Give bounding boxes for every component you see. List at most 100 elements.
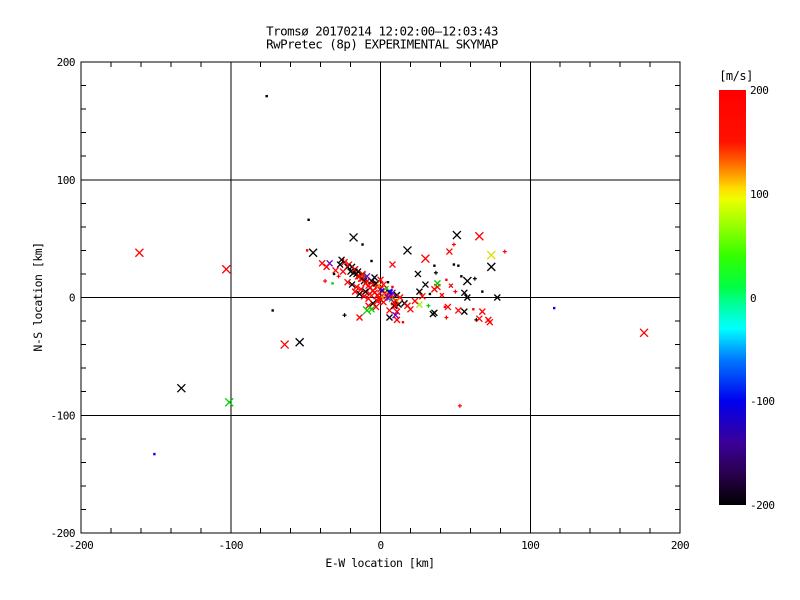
data-point-x: [368, 305, 375, 313]
colorbar-unit-label: [m/s]: [719, 69, 753, 83]
x-tick-label: 0: [377, 539, 383, 552]
colorbar-tick-label: 100: [750, 187, 769, 201]
data-point-dot: [153, 452, 156, 456]
x-tick-label: -100: [219, 539, 244, 552]
data-point-x: [176, 383, 186, 393]
data-point-x: [357, 285, 365, 293]
data-point-dot: [391, 285, 394, 289]
y-tick-label: 100: [57, 174, 75, 187]
data-point-dot: [332, 272, 336, 276]
data-point-x: [280, 340, 290, 350]
data-point-x: [376, 283, 382, 289]
colorbar-tick-label: -100: [750, 395, 775, 409]
data-point-x: [359, 270, 366, 278]
data-point-x: [429, 310, 437, 318]
chart-title: Tromsø 20170214 12:02:00–12:03:43: [266, 23, 498, 39]
data-point-x: [421, 281, 429, 289]
data-point-x: [463, 294, 471, 301]
data-point-x: [406, 305, 414, 313]
chart-subtitle: RwPretec (8p) EXPERIMENTAL SKYMAP: [266, 36, 498, 52]
data-point-x: [365, 302, 372, 310]
data-point-dot: [271, 309, 274, 312]
data-point-x: [353, 283, 360, 291]
data-point-x: [478, 308, 486, 316]
data-point-x: [389, 261, 396, 268]
data-point-x: [415, 301, 423, 309]
y-tick-label: -100: [51, 409, 76, 422]
data-point-x: [493, 294, 501, 301]
data-point-x: [460, 308, 468, 316]
y-axis-label: N-S location [km]: [31, 242, 45, 352]
colorbar: [719, 90, 746, 505]
data-point-x: [475, 315, 483, 323]
data-point-x: [347, 268, 355, 276]
data-point-dot: [265, 94, 268, 98]
data-point-x: [379, 287, 385, 293]
data-point-x: [445, 248, 453, 256]
data-point-dot: [443, 305, 447, 309]
data-point-x: [336, 261, 344, 268]
colorbar-tick-label: -200: [750, 499, 775, 512]
data-point-x: [323, 263, 331, 271]
data-point-dot: [445, 278, 448, 282]
data-point-x: [134, 248, 144, 258]
y-tick-label: -200: [51, 527, 76, 540]
data-point-x: [418, 292, 426, 300]
data-point-x: [462, 276, 472, 286]
data-point-dot: [481, 290, 484, 293]
data-point-x: [433, 279, 441, 287]
data-point-x: [384, 285, 389, 291]
data-point-x: [365, 295, 372, 303]
data-point-x: [414, 270, 422, 278]
data-point-x: [403, 302, 411, 310]
data-point-x: [393, 316, 401, 324]
data-point-x: [372, 279, 380, 287]
data-point-x: [356, 314, 363, 321]
data-point-x: [454, 306, 462, 314]
data-point-x: [486, 262, 496, 272]
data-point-x: [393, 308, 401, 316]
data-point-dot: [386, 280, 390, 284]
data-point-x: [377, 276, 384, 284]
data-point-x: [362, 288, 369, 296]
x-tick-label: 200: [671, 539, 689, 552]
data-point-dot: [472, 308, 475, 311]
data-point-x: [349, 232, 359, 242]
data-point-x: [386, 288, 393, 296]
data-point-x: [221, 264, 231, 274]
data-point-x: [295, 337, 305, 347]
data-point-x: [439, 292, 445, 298]
x-tick-label: -200: [69, 539, 94, 552]
x-axis-label: E-W location [km]: [325, 556, 435, 570]
data-point-x: [420, 254, 430, 264]
y-tick-label: 0: [69, 292, 75, 305]
data-point-x: [378, 288, 386, 296]
data-point-x: [386, 314, 393, 321]
data-point-x: [356, 290, 363, 298]
data-point-x: [360, 292, 368, 300]
data-point-x: [354, 268, 362, 276]
data-point-dot: [361, 243, 364, 246]
data-point-x: [372, 303, 380, 311]
data-point-x: [348, 281, 356, 289]
data-point-dot: [433, 264, 436, 267]
x-tick-label: 100: [521, 539, 539, 552]
data-point-x: [318, 259, 326, 267]
data-point-x: [332, 266, 340, 274]
data-point-dot: [428, 292, 432, 296]
data-point-x: [415, 288, 423, 296]
colorbar-tick-label: 0: [750, 291, 757, 305]
data-point-x: [344, 278, 352, 286]
colorbar-tick-label: 200: [750, 84, 769, 97]
data-point-x: [392, 302, 399, 310]
data-point-x: [392, 311, 399, 319]
y-tick-label: 200: [57, 56, 75, 69]
data-point-x: [390, 298, 398, 306]
data-point-dot: [452, 263, 456, 266]
data-point-x: [380, 281, 387, 289]
data-point-x: [308, 248, 318, 258]
data-point-x: [351, 288, 359, 296]
data-point-x: [639, 328, 649, 338]
data-point-dot: [305, 249, 309, 252]
